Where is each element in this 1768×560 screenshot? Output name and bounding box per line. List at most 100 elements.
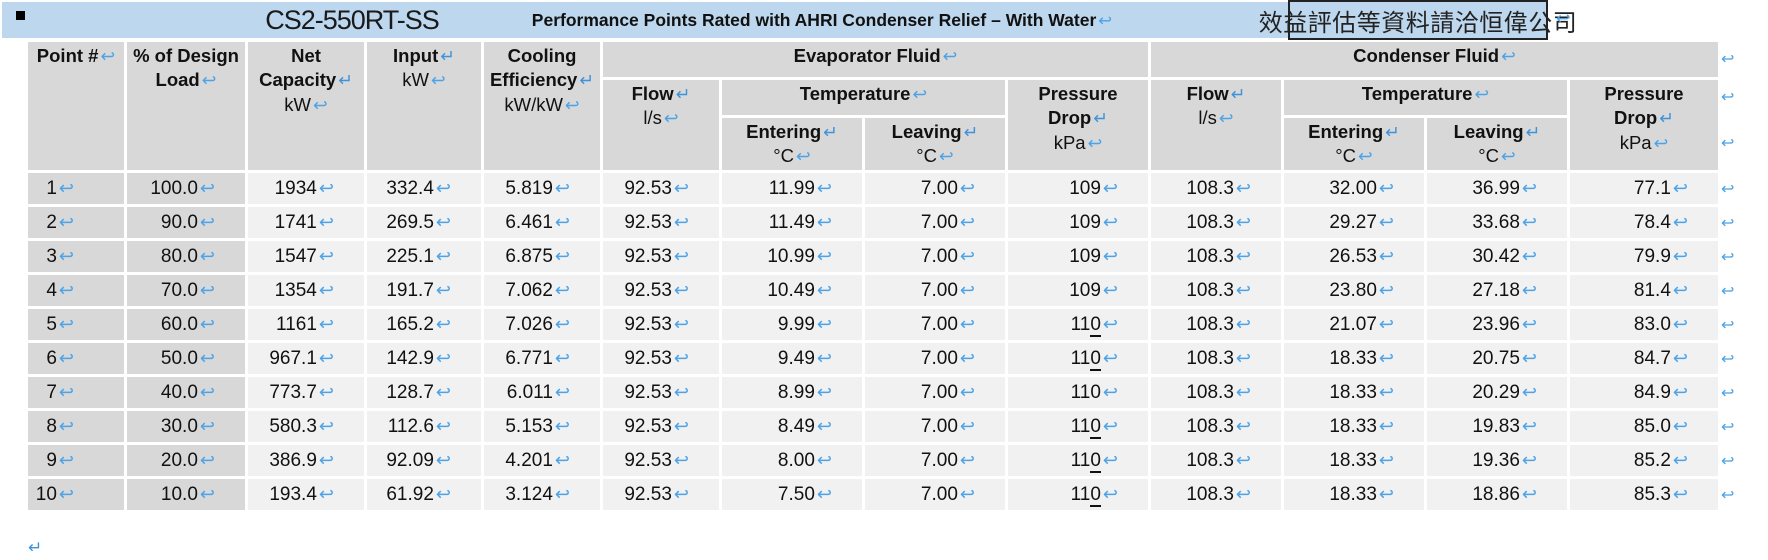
col-header-evap-entering: Entering ↵ °C ↩ — [722, 118, 862, 170]
paragraph-mark-icon: ↩ — [1721, 88, 1735, 106]
table-cell: 30.0 ↩ — [127, 411, 245, 442]
table-cell: 4.201 ↩ — [484, 445, 600, 476]
table-cell: 26.53 ↩ — [1284, 241, 1424, 272]
table-cell: 10 ↩ — [28, 479, 124, 510]
paragraph-mark-icon: ↩ — [1378, 177, 1394, 198]
table-cell: 108.3 ↩ — [1151, 479, 1281, 510]
table-cell: 110 ↩ — [1008, 377, 1148, 408]
paragraph-mark-icon: ↩ — [1378, 279, 1394, 300]
paragraph-mark-icon: ↩ — [318, 177, 334, 198]
table-cell: 7.50 ↩ — [722, 479, 862, 510]
row-end-mark: ↩ — [1721, 207, 1741, 238]
paragraph-mark-icon: ↩ — [1521, 483, 1537, 504]
table-cell: 108.3 ↩ — [1151, 445, 1281, 476]
table-cell: 5.819 ↩ — [484, 173, 600, 204]
paragraph-mark-icon: ↩ — [1378, 245, 1394, 266]
performance-table-body: 1 ↩ 100.0 ↩ 1934 ↩ 332.4 ↩ 5.819 ↩ 92.53 ↩ 11.99 ↩ 7.0… — [28, 173, 1741, 510]
table-cell: 109 ↩ — [1008, 207, 1148, 238]
table-row: 5 ↩ 60.0 ↩ 1161 ↩ 165.2 ↩ 7.026 ↩ 92.53 ↩ 9.99 ↩ 7.00 ↩… — [28, 309, 1741, 340]
col-header-design-load: % of Design Load ↩ — [127, 42, 245, 170]
table-cell: 18.33 ↩ — [1284, 343, 1424, 374]
row-end-mark: ↩ — [1721, 173, 1741, 204]
paragraph-mark-icon: ↩ — [1102, 211, 1118, 232]
paragraph-mark-icon: ↩ — [939, 146, 954, 167]
paragraph-mark-icon: ↩ — [554, 313, 570, 334]
paragraph-mark-icon: ↩ — [1501, 46, 1516, 66]
paragraph-mark-icon: ↩ — [58, 177, 74, 198]
col-header-net-capacity: Net Capacity ↵ kW ↩ — [248, 42, 364, 170]
paragraph-mark-icon: ↩ — [435, 211, 451, 232]
line-break-mark-icon: ↵ — [1525, 122, 1541, 142]
performance-table: Point # ↩ % of Design Load ↩ Net Capacity ↵ kW… — [25, 39, 1744, 513]
table-cell: 85.2 ↩ — [1570, 445, 1718, 476]
line-break-mark-icon: ↵ — [338, 70, 353, 91]
paragraph-mark-icon: ↩ — [959, 245, 975, 266]
paragraph-mark-icon: ↩ — [1672, 347, 1688, 368]
table-cell: 110 ↩ — [1008, 411, 1148, 442]
paragraph-mark-icon: ↩ — [816, 483, 832, 504]
line-break-mark-icon: ↵ — [1385, 122, 1400, 142]
table-cell: 6.011 ↩ — [484, 377, 600, 408]
table-cell: 92.53 ↩ — [603, 377, 719, 408]
paragraph-mark-icon: ↩ — [1102, 313, 1118, 334]
table-cell: 773.7 ↩ — [248, 377, 364, 408]
table-cell: 40.0 ↩ — [127, 377, 245, 408]
paragraph-mark-icon: ↩ — [435, 449, 451, 470]
col-header-point: Point # ↩ — [28, 42, 124, 170]
paragraph-mark-icon: ↩ — [199, 449, 215, 470]
paragraph-mark-icon: ↩ — [201, 70, 217, 91]
table-cell: 18.33 ↩ — [1284, 445, 1424, 476]
table-cell: 20.0 ↩ — [127, 445, 245, 476]
row-end-mark: ↩ — [1721, 479, 1741, 510]
paragraph-mark-icon: ↩ — [1721, 316, 1735, 334]
table-cell: 7.00 ↩ — [865, 411, 1005, 442]
table-cell: 92.09 ↩ — [367, 445, 481, 476]
table-cell: 7.00 ↩ — [865, 275, 1005, 306]
table-cell: 90.0 ↩ — [127, 207, 245, 238]
paragraph-mark-icon: ↩ — [58, 347, 74, 368]
paragraph-mark-icon: ↩ — [942, 46, 958, 66]
table-cell: 7 ↩ — [28, 377, 124, 408]
table-cell: 6.771 ↩ — [484, 343, 600, 374]
paragraph-mark-icon: ↩ — [1501, 146, 1516, 167]
table-cell: 332.4 ↩ — [367, 173, 481, 204]
table-cell: 85.0 ↩ — [1570, 411, 1718, 442]
table-cell: 1934 ↩ — [248, 173, 364, 204]
paragraph-mark-icon: ↩ — [959, 211, 975, 232]
paragraph-mark-icon: ↩ — [58, 449, 74, 470]
table-row: 1 ↩ 100.0 ↩ 1934 ↩ 332.4 ↩ 5.819 ↩ 92.53 ↩ 11.99 ↩ 7.0… — [28, 173, 1741, 204]
table-cell: 78.4 ↩ — [1570, 207, 1718, 238]
col-header-cond-flow: Flow ↵ l/s ↩ — [1151, 80, 1281, 170]
paragraph-mark-icon: ↩ — [816, 449, 832, 470]
paragraph-mark-icon: ↩ — [816, 313, 832, 334]
table-cell: 7.00 ↩ — [865, 207, 1005, 238]
paragraph-mark-icon: ↩ — [1721, 50, 1735, 68]
table-cell: 8 ↩ — [28, 411, 124, 442]
table-cell: 11.99 ↩ — [722, 173, 862, 204]
paragraph-mark-icon: ↩ — [318, 381, 334, 402]
row-end-mark: ↩ — [1721, 309, 1741, 340]
paragraph-mark-icon: ↩ — [318, 313, 334, 334]
table-cell: 225.1 ↩ — [367, 241, 481, 272]
table-cell: 19.83 ↩ — [1427, 411, 1567, 442]
paragraph-mark-icon: ↩ — [1672, 449, 1688, 470]
paragraph-mark-icon: ↩ — [199, 211, 215, 232]
table-cell: 128.7 ↩ — [367, 377, 481, 408]
paragraph-mark-icon: ↩ — [318, 279, 334, 300]
paragraph-mark-icon: ↩ — [1235, 177, 1251, 198]
paragraph-mark-icon: ↩ — [673, 381, 689, 402]
col-header-cooling-efficiency: Cooling Efficiency ↵ kW/kW ↩ — [484, 42, 600, 170]
paragraph-mark-icon: ↩ — [199, 279, 215, 300]
paragraph-mark-icon: ↩ — [816, 245, 832, 266]
paragraph-mark-icon: ↩ — [1378, 415, 1394, 436]
table-cell: 110 ↩ — [1008, 309, 1148, 340]
paragraph-mark-icon: ↩ — [1672, 381, 1688, 402]
line-break-mark-icon: ↵ — [1659, 108, 1674, 129]
group-header-evap-temperature: Temperature ↩ — [722, 80, 1005, 115]
paragraph-mark-icon: ↩ — [431, 70, 446, 91]
paragraph-mark-icon: ↩ — [435, 483, 451, 504]
table-cell: 10.49 ↩ — [722, 275, 862, 306]
table-cell: 92.53 ↩ — [603, 343, 719, 374]
paragraph-mark-icon: ↩ — [1102, 177, 1118, 198]
table-cell: 7.00 ↩ — [865, 445, 1005, 476]
